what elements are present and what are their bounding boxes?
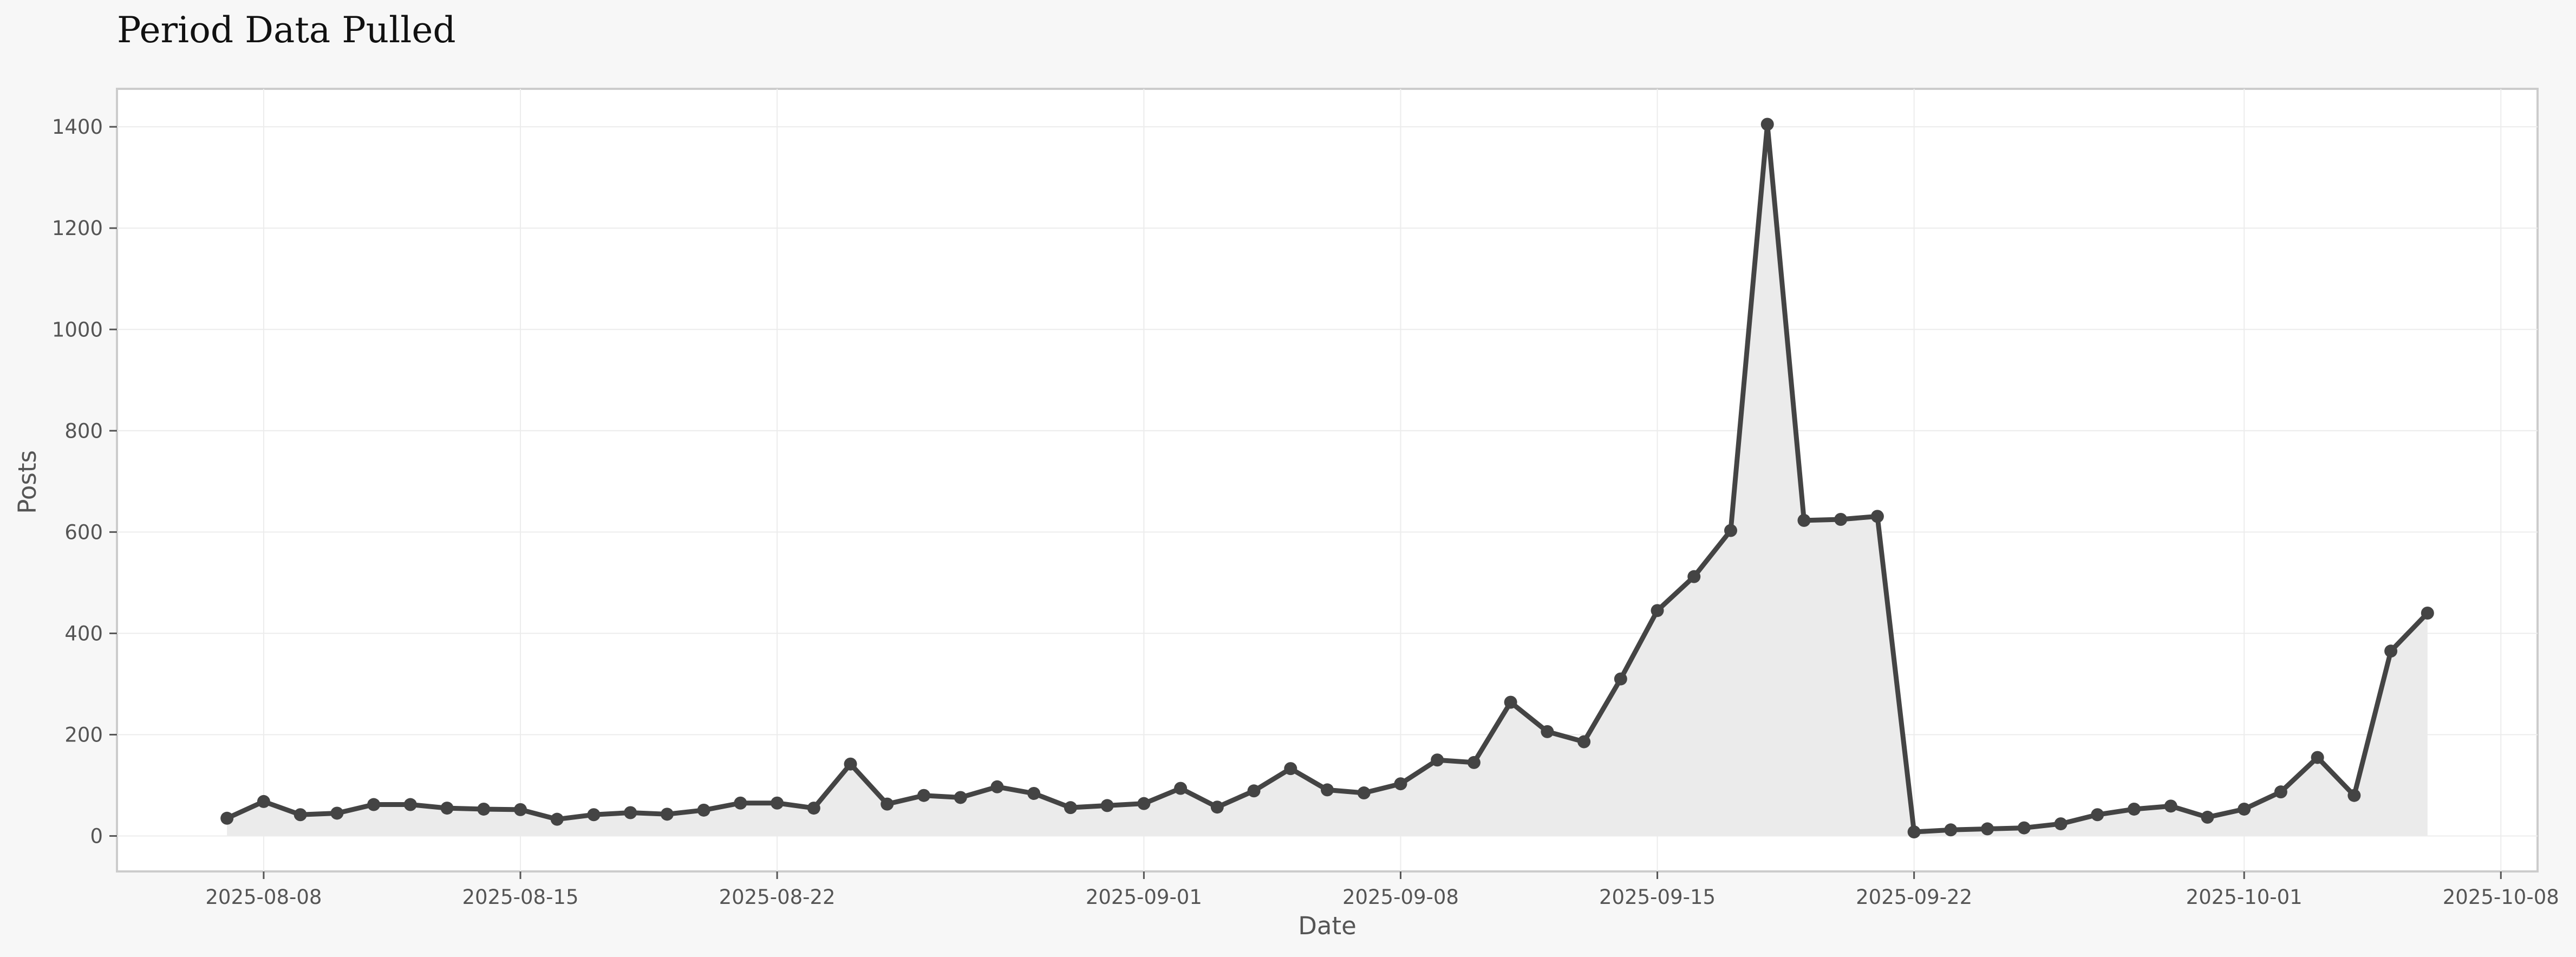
data-point xyxy=(1614,672,1627,686)
data-point xyxy=(1504,695,1517,709)
area-fill xyxy=(227,124,2428,836)
y-tick-label: 200 xyxy=(64,723,103,746)
y-tick-label: 1000 xyxy=(52,318,103,341)
data-point xyxy=(1541,725,1554,738)
data-point xyxy=(2384,644,2398,658)
x-tick-label: 2025-08-22 xyxy=(719,886,836,909)
data-point xyxy=(367,798,381,811)
data-point xyxy=(1834,512,1848,526)
x-tick-label: 2025-09-08 xyxy=(1342,886,1459,909)
x-tick-label: 2025-09-22 xyxy=(1856,886,1972,909)
x-axis-label: Date xyxy=(1298,912,1357,940)
data-point xyxy=(1760,118,1774,131)
data-point xyxy=(477,802,491,816)
data-point xyxy=(2238,802,2251,816)
data-point xyxy=(1981,822,1994,836)
data-point xyxy=(807,802,820,815)
data-point xyxy=(1577,735,1591,748)
data-point xyxy=(1210,800,1224,814)
data-point xyxy=(1284,762,1297,776)
x-axis: 2025-08-08 2025-08-15 2025-08-22 2025-09-01… xyxy=(205,871,2559,909)
chart-title: Period Data Pulled xyxy=(117,9,456,51)
data-point xyxy=(403,798,417,811)
x-tick-label: 2025-10-01 xyxy=(2186,886,2303,909)
data-point xyxy=(1064,801,1077,815)
data-point xyxy=(2311,751,2324,764)
data-point xyxy=(440,802,454,815)
x-tick-label: 2025-09-01 xyxy=(1086,886,1202,909)
data-point xyxy=(1431,753,1444,767)
data-point xyxy=(514,803,527,816)
data-point xyxy=(844,757,857,771)
data-point xyxy=(550,812,564,826)
data-point xyxy=(954,791,967,804)
data-point xyxy=(1137,797,1151,810)
data-point xyxy=(1100,799,1114,812)
data-point xyxy=(2091,808,2104,822)
data-point xyxy=(734,796,747,810)
data-point xyxy=(1357,786,1371,800)
y-tick-label: 1400 xyxy=(52,115,103,139)
y-tick-label: 0 xyxy=(90,825,103,848)
data-point xyxy=(1394,777,1407,791)
data-point xyxy=(1467,756,1481,769)
data-point xyxy=(330,806,344,820)
data-point xyxy=(1321,783,1334,797)
data-point xyxy=(2201,810,2214,824)
data-point xyxy=(294,808,307,822)
data-point xyxy=(1027,786,1041,800)
y-tick-label: 800 xyxy=(64,419,103,442)
y-tick-label: 400 xyxy=(64,622,103,645)
data-point xyxy=(1651,604,1664,617)
data-point xyxy=(220,811,234,825)
data-point xyxy=(1174,782,1188,795)
y-tick-label: 1200 xyxy=(52,217,103,240)
data-point xyxy=(881,797,894,811)
data-point xyxy=(1247,784,1261,798)
data-point xyxy=(697,803,710,817)
data-point xyxy=(624,806,637,819)
data-point xyxy=(660,808,674,821)
data-point xyxy=(990,780,1004,793)
data-point xyxy=(2054,817,2068,831)
data-point xyxy=(917,789,930,802)
y-axis-label: Posts xyxy=(13,450,42,514)
x-tick-label: 2025-08-15 xyxy=(462,886,578,909)
data-point xyxy=(1870,510,1884,523)
data-point xyxy=(771,796,784,810)
x-tick-label: 2025-10-08 xyxy=(2443,886,2559,909)
data-point xyxy=(1907,825,1921,839)
data-points xyxy=(220,118,2434,839)
data-point xyxy=(2017,821,2031,835)
y-axis: 0 200 400 600 800 1000 1200 1400 xyxy=(52,115,117,848)
data-point xyxy=(1687,570,1701,583)
data-point xyxy=(257,795,270,808)
data-point xyxy=(2128,802,2141,816)
data-point xyxy=(2421,607,2434,620)
y-tick-label: 600 xyxy=(64,520,103,544)
x-tick-label: 2025-08-08 xyxy=(205,886,322,909)
data-point xyxy=(2274,785,2287,799)
data-point xyxy=(587,808,601,822)
data-point xyxy=(1724,524,1737,537)
data-point xyxy=(2164,799,2177,813)
data-point xyxy=(1944,823,1958,837)
plot-area xyxy=(116,88,2539,873)
data-point xyxy=(1797,513,1811,527)
grid xyxy=(117,89,2538,871)
data-point xyxy=(2347,789,2361,802)
x-tick-label: 2025-09-15 xyxy=(1599,886,1716,909)
